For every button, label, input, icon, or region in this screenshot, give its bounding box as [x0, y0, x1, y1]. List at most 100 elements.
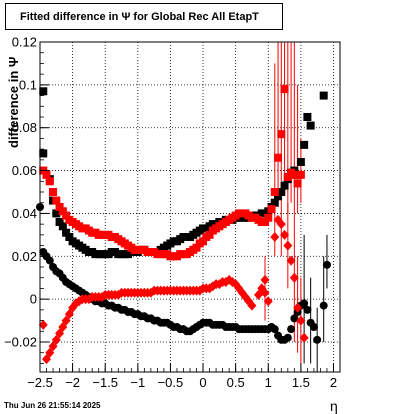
y-tick-label: 0.08 [12, 120, 37, 135]
data-point-diamond [48, 341, 58, 352]
y-tick-label: 0.12 [12, 35, 37, 50]
tick-labels: −2.5 −2 −1.5 −1 −0.5 0 0.5 1 1.5 2 −0.02 0 0.02 0.04 0… [4, 35, 337, 391]
y-tick-label: 0.04 [12, 206, 37, 221]
data-point-circle [45, 256, 54, 265]
data-point-square [280, 85, 289, 94]
data-point-square [39, 87, 48, 96]
data-point-diamond [45, 347, 55, 358]
axis-ticks [39, 41, 341, 372]
data-point-diamond [270, 232, 280, 242]
data-point-circle [300, 299, 309, 308]
x-tick-label: 1 [265, 375, 272, 390]
x-tick-label: −2.5 [27, 375, 53, 390]
y-tick-label: 0.06 [12, 163, 37, 178]
data-point-square [277, 130, 286, 139]
data-point-square [293, 179, 302, 188]
data-point-square [52, 196, 61, 205]
data-point-square [45, 177, 54, 186]
data-point-square [42, 170, 51, 179]
data-point-circle [319, 301, 328, 310]
data-point-square [296, 158, 305, 166]
data-point-square [277, 188, 286, 196]
data-point-square [205, 230, 214, 239]
data-point-diamond [283, 240, 293, 251]
x-tick-label: −2 [65, 375, 80, 390]
data-point-square [270, 198, 279, 207]
grid-lines [40, 42, 340, 372]
x-axis-label: η [330, 398, 338, 414]
data-point-diamond [260, 287, 270, 298]
data-point-square [58, 207, 67, 216]
data-point-diamond [286, 255, 296, 266]
data-point-diamond [55, 328, 65, 339]
data-point-square [49, 188, 58, 196]
y-tick-label: −0.02 [4, 335, 37, 350]
data-point-square [55, 218, 64, 226]
data-point-square [280, 181, 289, 190]
data-point-diamond [38, 319, 48, 330]
data-point-circle [309, 323, 318, 331]
data-point-square [62, 228, 71, 237]
data-point-square [267, 205, 276, 214]
data-point-diamond [263, 296, 273, 307]
data-point-circle [283, 333, 292, 342]
data-point-square [274, 192, 283, 201]
data-point-square [319, 91, 328, 100]
y-tick-label: 0.02 [12, 249, 37, 264]
x-tick-label: 0 [199, 375, 206, 390]
data-point-circle [290, 314, 299, 323]
data-point-square [303, 113, 312, 121]
x-tick-label: −0.5 [158, 375, 184, 390]
data-point-square [65, 233, 74, 241]
data-point-circle [287, 325, 296, 334]
data-point-square [261, 218, 269, 226]
data-point-diamond [58, 322, 68, 332]
data-point-square [52, 209, 61, 218]
data-point-circle [303, 305, 312, 314]
y-tick-label: 0 [30, 292, 37, 307]
data-point-square [264, 213, 273, 222]
data-point-square [306, 121, 315, 130]
x-tick-label: 0.5 [227, 375, 245, 390]
data-point-diamond [61, 315, 71, 326]
data-point-circle [270, 325, 279, 334]
y-axis-label: difference in Ψ [6, 56, 21, 148]
data-point-diamond [299, 332, 309, 343]
data-point-diamond [276, 219, 286, 230]
data-point-diamond [247, 300, 257, 311]
data-point-square [290, 170, 299, 179]
x-tick-label: 1.5 [292, 375, 310, 390]
data-point-diamond [296, 315, 306, 326]
data-point-square [58, 222, 67, 231]
timestamp: Thu Jun 26 21:55:14 2025 [4, 401, 101, 410]
x-tick-label: −1.5 [92, 375, 118, 390]
x-tick-label: −1 [130, 375, 145, 390]
data-point-diamond [280, 229, 290, 240]
title-box: Fitted difference in Ψ for Global Rec Al… [5, 3, 283, 30]
data-point-square [296, 170, 305, 179]
y-tick-label: 0.1 [19, 77, 37, 92]
data-point-square [274, 153, 283, 162]
data-point-diamond [260, 274, 270, 285]
plot-frame [39, 41, 341, 373]
data-point-circle [313, 335, 322, 344]
data-point-diamond [293, 302, 303, 313]
data-point-square [199, 237, 208, 246]
data-points [36, 85, 331, 365]
data-point-diamond [42, 354, 52, 365]
data-point-diamond [289, 272, 299, 283]
x-tick-label: 2 [330, 375, 337, 390]
data-point-diamond [64, 309, 74, 320]
data-point-circle [322, 260, 331, 269]
chart-title: Fitted difference in Ψ for Global Rec Al… [20, 11, 259, 23]
data-point-square [270, 188, 279, 196]
data-point-square [283, 173, 292, 181]
data-point-diamond [51, 334, 61, 345]
data-point-square [300, 140, 309, 149]
data-point-square [62, 211, 71, 220]
data-point-square [55, 203, 64, 211]
data-point-square [39, 149, 48, 158]
data-point-diamond [253, 289, 263, 300]
data-point-square [192, 243, 201, 252]
